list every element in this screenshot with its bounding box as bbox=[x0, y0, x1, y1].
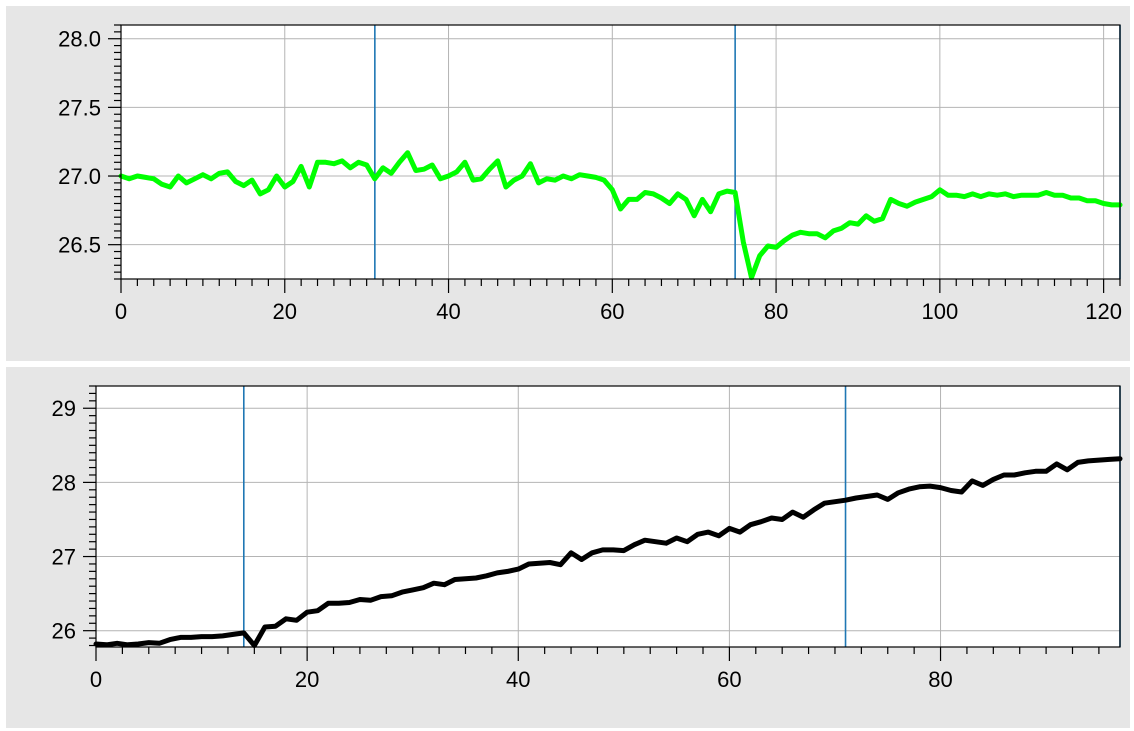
y-tick-label: 26.5 bbox=[58, 233, 101, 258]
x-tick-label: 20 bbox=[295, 667, 319, 692]
y-tick-label: 26 bbox=[52, 619, 76, 644]
plot-area bbox=[121, 25, 1120, 279]
y-tick-label: 27 bbox=[52, 545, 76, 570]
x-tick-label: 100 bbox=[921, 299, 958, 324]
x-tick-label: 60 bbox=[600, 299, 624, 324]
series-line-0 bbox=[93, 456, 1123, 648]
x-tick-label: 120 bbox=[1085, 299, 1122, 324]
plot-frame bbox=[120, 24, 1121, 280]
y-tick-label: 28.0 bbox=[58, 27, 101, 52]
x-tick-label: 40 bbox=[436, 299, 460, 324]
chart-panel-top: 0 20 40 60 80 100 120 26.5 27.0 27.5 28.0 bbox=[6, 6, 1130, 361]
y-tick-label: 27.5 bbox=[58, 95, 101, 120]
x-tick-label: 60 bbox=[717, 667, 741, 692]
series-line-0 bbox=[118, 150, 1123, 281]
chart-panel-bottom: 0 20 40 60 80 26 27 28 29 bbox=[6, 367, 1130, 728]
x-tick-label: 80 bbox=[764, 299, 788, 324]
plot-frame bbox=[95, 385, 1121, 648]
plot-area bbox=[96, 386, 1120, 647]
x-tick-label: 20 bbox=[273, 299, 297, 324]
x-tick-label: 0 bbox=[90, 667, 102, 692]
x-tick-label: 40 bbox=[506, 667, 530, 692]
y-tick-label: 29 bbox=[52, 396, 76, 421]
line-chart-top: 0 20 40 60 80 100 120 26.5 27.0 27.5 28.0 bbox=[58, 24, 1123, 324]
x-tick-label: 0 bbox=[115, 299, 127, 324]
line-chart-bottom: 0 20 40 60 80 26 27 28 29 bbox=[52, 385, 1123, 692]
y-tick-label: 28 bbox=[52, 470, 76, 495]
x-tick-label: 80 bbox=[928, 667, 952, 692]
y-tick-label: 27.0 bbox=[58, 164, 101, 189]
